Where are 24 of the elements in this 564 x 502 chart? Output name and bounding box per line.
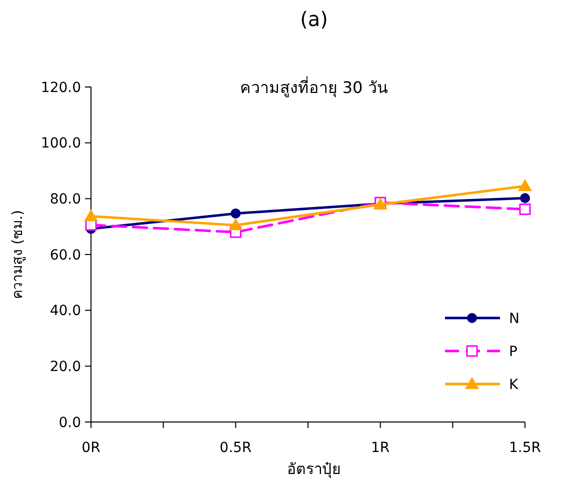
point bbox=[84, 209, 98, 222]
y-tick-label: 0.0 bbox=[58, 414, 81, 431]
y-axis-title: ความสูง (ซม.) bbox=[10, 210, 26, 299]
x-tick-label: 1R bbox=[371, 440, 390, 456]
y-tick-label: 80.0 bbox=[50, 192, 81, 208]
y-tick-label: 100.0 bbox=[40, 136, 81, 152]
legend-label: N bbox=[509, 310, 520, 327]
y-tick-label: 60.0 bbox=[50, 247, 81, 264]
point bbox=[518, 179, 532, 192]
y-tick-label: 40.0 bbox=[50, 303, 81, 320]
point bbox=[519, 204, 531, 216]
y-tick-label: 120.0 bbox=[40, 80, 81, 96]
legend-label: P bbox=[509, 344, 518, 360]
chart-title: (a) bbox=[300, 7, 328, 31]
chart-subtitle: ความสูงที่อายุ 30 วัน bbox=[240, 76, 388, 98]
x-axis-title: อัตราปุ๋ย bbox=[287, 460, 341, 479]
x-tick-label: 0.5R bbox=[220, 440, 252, 456]
y-tick-label: 20.0 bbox=[50, 359, 81, 376]
x-tick-label: 1.5R bbox=[509, 440, 542, 456]
point bbox=[520, 193, 530, 204]
point bbox=[228, 218, 243, 230]
legend-label: K bbox=[509, 376, 519, 393]
x-tick-label: 0R bbox=[82, 440, 101, 456]
point bbox=[230, 208, 241, 218]
